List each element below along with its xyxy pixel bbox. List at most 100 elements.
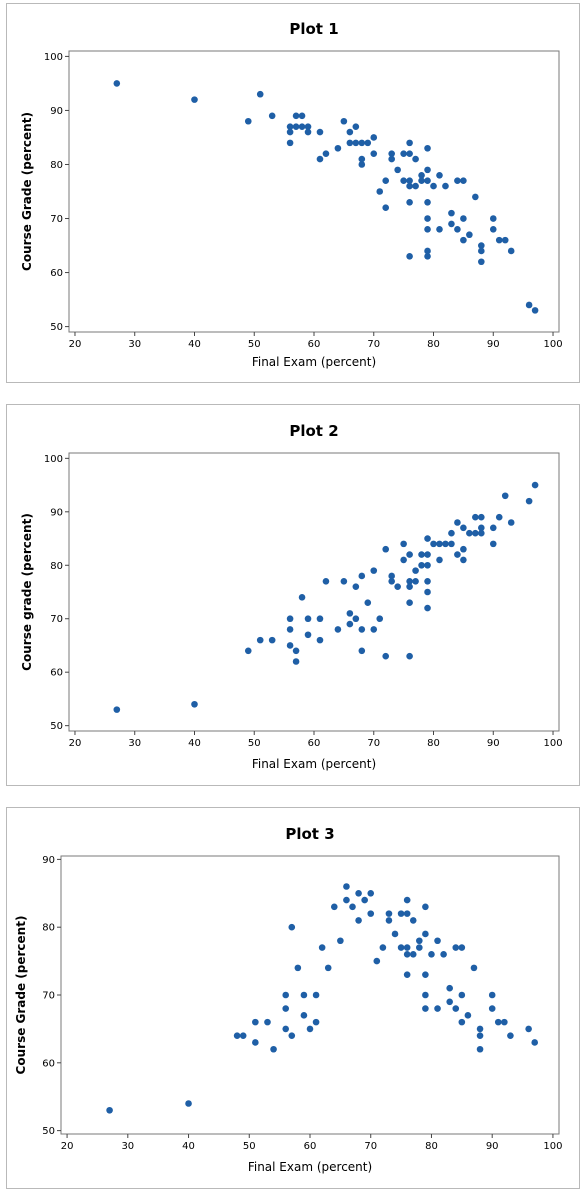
x-tick-label: 60 xyxy=(308,339,321,350)
y-tick-label: 90 xyxy=(50,507,63,518)
data-point xyxy=(472,513,479,521)
data-point xyxy=(264,1018,271,1026)
data-point xyxy=(472,193,479,201)
data-point xyxy=(406,139,413,147)
data-point xyxy=(403,951,411,958)
data-point xyxy=(376,188,384,195)
data-point xyxy=(476,1045,484,1053)
y-tick-label: 60 xyxy=(50,268,63,279)
data-point xyxy=(340,117,348,125)
data-point xyxy=(388,578,395,585)
data-point xyxy=(412,155,419,163)
data-point xyxy=(185,1100,192,1107)
data-point xyxy=(472,529,479,537)
y-tick-label: 70 xyxy=(50,614,63,625)
x-tick-label: 100 xyxy=(543,339,562,350)
data-point xyxy=(322,578,330,585)
data-point xyxy=(436,171,443,179)
data-point xyxy=(256,90,264,98)
data-point xyxy=(300,991,308,999)
data-point xyxy=(282,1005,290,1012)
data-point xyxy=(330,903,338,911)
y-tick-label: 70 xyxy=(50,214,63,225)
plot-panel-2: Plot 2 20 30 40 50 60 70 80 90 100 50 60 70 80 90 100 Fi… xyxy=(6,404,580,786)
data-point xyxy=(400,540,407,548)
data-point xyxy=(322,150,330,157)
data-point xyxy=(239,1032,247,1039)
data-point xyxy=(233,1032,241,1039)
data-point xyxy=(434,937,441,945)
data-point xyxy=(406,599,413,606)
data-point xyxy=(442,540,449,548)
x-tick-label: 90 xyxy=(486,1141,499,1152)
data-point xyxy=(489,524,497,532)
data-point xyxy=(412,567,419,574)
data-point xyxy=(403,910,411,917)
data-point xyxy=(525,301,533,309)
plot-area xyxy=(60,855,560,1135)
data-point xyxy=(382,652,390,660)
data-point xyxy=(343,883,350,890)
data-point xyxy=(446,998,453,1006)
data-point xyxy=(478,242,485,249)
data-point xyxy=(406,578,413,585)
data-point xyxy=(507,519,515,526)
data-point xyxy=(382,177,390,184)
data-point xyxy=(388,572,395,580)
data-point xyxy=(298,123,306,130)
plot-panel-3: Plot 3 20 30 40 50 60 70 80 90 100 50 60 70 80 90 Final… xyxy=(6,807,580,1189)
x-tick-label: 20 xyxy=(69,738,82,749)
data-point xyxy=(531,481,539,489)
data-point xyxy=(358,161,366,168)
x-tick-label: 30 xyxy=(121,1141,134,1152)
data-point xyxy=(244,117,252,125)
data-point xyxy=(312,991,320,999)
data-point xyxy=(470,964,478,972)
data-point xyxy=(436,556,443,564)
data-point xyxy=(409,917,417,924)
data-point xyxy=(418,561,425,569)
data-point xyxy=(367,889,375,897)
x-tick-label: 70 xyxy=(367,738,380,749)
data-point xyxy=(460,524,467,532)
data-point xyxy=(316,636,324,644)
data-point xyxy=(286,642,294,649)
data-point xyxy=(358,139,366,147)
data-point xyxy=(403,896,411,904)
data-point xyxy=(448,209,455,217)
data-point xyxy=(252,1039,259,1046)
data-point xyxy=(318,944,326,951)
data-point xyxy=(458,991,466,999)
data-point xyxy=(422,930,429,938)
data-point xyxy=(316,128,324,136)
data-point xyxy=(113,80,121,87)
data-point xyxy=(406,182,413,190)
data-point xyxy=(418,551,425,558)
x-tick-label: 40 xyxy=(188,339,201,350)
data-point xyxy=(352,123,360,130)
data-point xyxy=(464,1012,472,1019)
data-point xyxy=(424,253,431,260)
data-point xyxy=(440,951,447,958)
data-point xyxy=(454,226,461,233)
data-point xyxy=(406,652,413,660)
x-tick-label: 100 xyxy=(543,738,562,749)
data-point xyxy=(424,588,431,596)
data-point xyxy=(424,604,431,612)
x-tick-label: 70 xyxy=(367,339,380,350)
data-point xyxy=(442,182,449,190)
data-point xyxy=(531,307,539,314)
data-point xyxy=(388,150,395,157)
data-point xyxy=(376,615,384,623)
data-point xyxy=(298,112,306,120)
data-point xyxy=(406,551,413,558)
data-point xyxy=(385,910,393,917)
data-point xyxy=(422,1005,429,1012)
scatter-plot-1: Plot 1 20 30 40 50 60 70 80 90 100 50 60 70 80 90 100 Fi… xyxy=(20,20,563,369)
data-point xyxy=(316,155,324,163)
data-point xyxy=(286,128,294,136)
data-point xyxy=(352,139,360,147)
x-axis-label: Final Exam (percent) xyxy=(252,355,376,369)
data-point xyxy=(494,1018,502,1026)
data-point xyxy=(288,1032,296,1039)
